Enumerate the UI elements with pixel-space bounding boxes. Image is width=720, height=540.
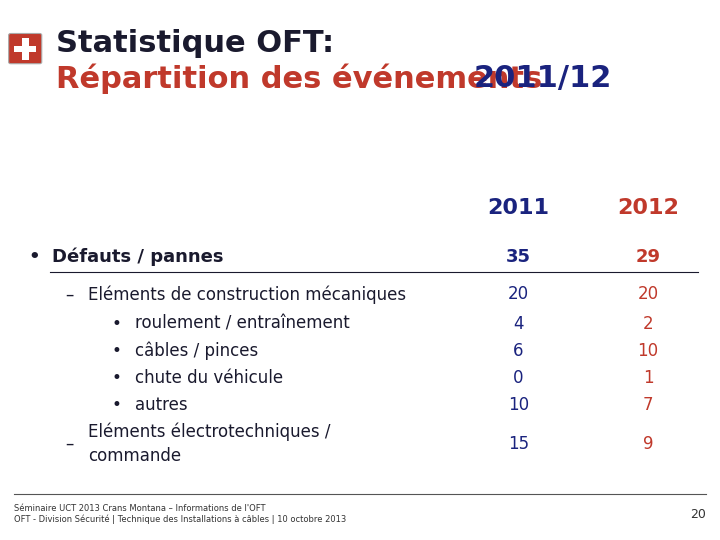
Text: •: • <box>112 315 122 333</box>
Text: 2012: 2012 <box>617 198 679 218</box>
Text: 35: 35 <box>506 247 531 266</box>
Text: 2011/12: 2011/12 <box>474 64 612 93</box>
Text: Eléments de construction mécaniques: Eléments de construction mécaniques <box>88 285 406 303</box>
Text: Défauts / pannes: Défauts / pannes <box>52 247 223 266</box>
Text: câbles / pinces: câbles / pinces <box>135 342 258 360</box>
Text: 10: 10 <box>637 342 659 360</box>
Text: 4: 4 <box>513 315 523 333</box>
Text: Statistique OFT:: Statistique OFT: <box>56 29 334 58</box>
Text: Eléments électrotechniques /
commande: Eléments électrotechniques / commande <box>88 423 330 465</box>
Bar <box>22 38 29 60</box>
Text: chute du véhicule: chute du véhicule <box>135 369 283 387</box>
Text: •: • <box>112 342 122 360</box>
Text: •: • <box>112 396 122 414</box>
Text: 20: 20 <box>508 285 529 303</box>
Text: –: – <box>65 285 73 303</box>
Text: 6: 6 <box>513 342 523 360</box>
Text: 2: 2 <box>643 315 653 333</box>
Text: autres: autres <box>135 396 187 414</box>
Text: Répartition des événements: Répartition des événements <box>56 63 553 93</box>
Text: OFT - Division Sécurité | Technique des Installations à câbles | 10 octobre 2013: OFT - Division Sécurité | Technique des … <box>14 515 346 524</box>
Text: 29: 29 <box>636 247 660 266</box>
Text: 15: 15 <box>508 435 529 453</box>
Text: roulement / entraînement: roulement / entraînement <box>135 315 349 333</box>
Text: 10: 10 <box>508 396 529 414</box>
Text: •: • <box>112 369 122 387</box>
Text: 20: 20 <box>690 508 706 521</box>
FancyBboxPatch shape <box>9 33 42 64</box>
Text: 9: 9 <box>643 435 653 453</box>
Bar <box>14 46 36 52</box>
Text: 0: 0 <box>513 369 523 387</box>
Text: 2011: 2011 <box>487 198 549 218</box>
Text: •: • <box>29 247 40 266</box>
Text: –: – <box>65 435 73 453</box>
Text: Séminaire UCT 2013 Crans Montana – Informations de l'OFT: Séminaire UCT 2013 Crans Montana – Infor… <box>14 504 266 513</box>
Text: 1: 1 <box>643 369 653 387</box>
Text: 20: 20 <box>637 285 659 303</box>
Text: 7: 7 <box>643 396 653 414</box>
